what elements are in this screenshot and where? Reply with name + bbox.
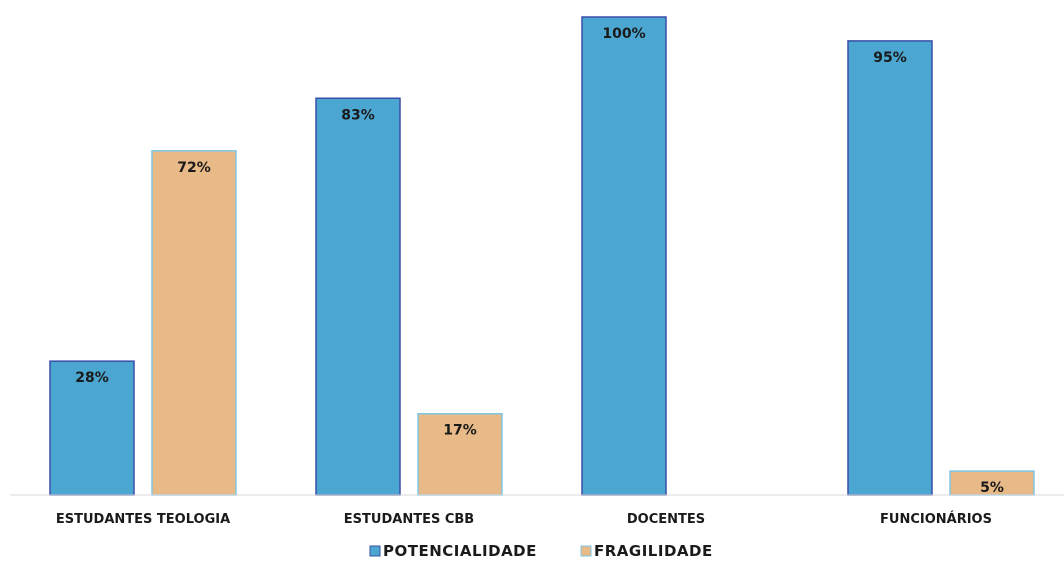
legend-label-potencialidade: POTENCIALIDADE <box>383 542 537 560</box>
value-label-fragilidade-3: 5% <box>980 480 1004 496</box>
bar-potencialidade-0 <box>49 360 135 496</box>
value-label-potencialidade-1: 83% <box>341 107 375 123</box>
legend: POTENCIALIDADE FRAGILIDADE <box>369 542 713 560</box>
value-label-potencialidade-0: 28% <box>75 370 109 386</box>
bars-group <box>49 16 1035 496</box>
category-label-0: ESTUDANTES TEOLOGIA <box>56 512 230 527</box>
legend-swatch-fragilidade <box>580 545 592 557</box>
value-label-fragilidade-0: 72% <box>177 160 211 176</box>
value-label-potencialidade-3: 95% <box>873 50 907 66</box>
legend-swatch-potencialidade <box>369 545 381 557</box>
value-label-fragilidade-1: 17% <box>443 423 477 439</box>
category-label-3: FUNCIONÁRIOS <box>880 511 992 527</box>
bar-fragilidade-0 <box>151 150 237 496</box>
value-labels-group: 28% 83% 100% 95% 72% 17% 5% <box>75 26 1004 496</box>
bar-potencialidade-2 <box>581 16 667 496</box>
category-label-2: DOCENTES <box>627 512 705 527</box>
category-labels-group: ESTUDANTES TEOLOGIA ESTUDANTES CBB DOCENTE… <box>56 511 992 527</box>
bar-fragilidade-1 <box>417 412 503 496</box>
bar-potencialidade-3 <box>847 40 933 496</box>
legend-label-fragilidade: FRAGILIDADE <box>594 542 713 560</box>
bar-potencialidade-1 <box>315 97 401 496</box>
category-label-1: ESTUDANTES CBB <box>344 512 474 527</box>
value-label-potencialidade-2: 100% <box>602 26 645 42</box>
